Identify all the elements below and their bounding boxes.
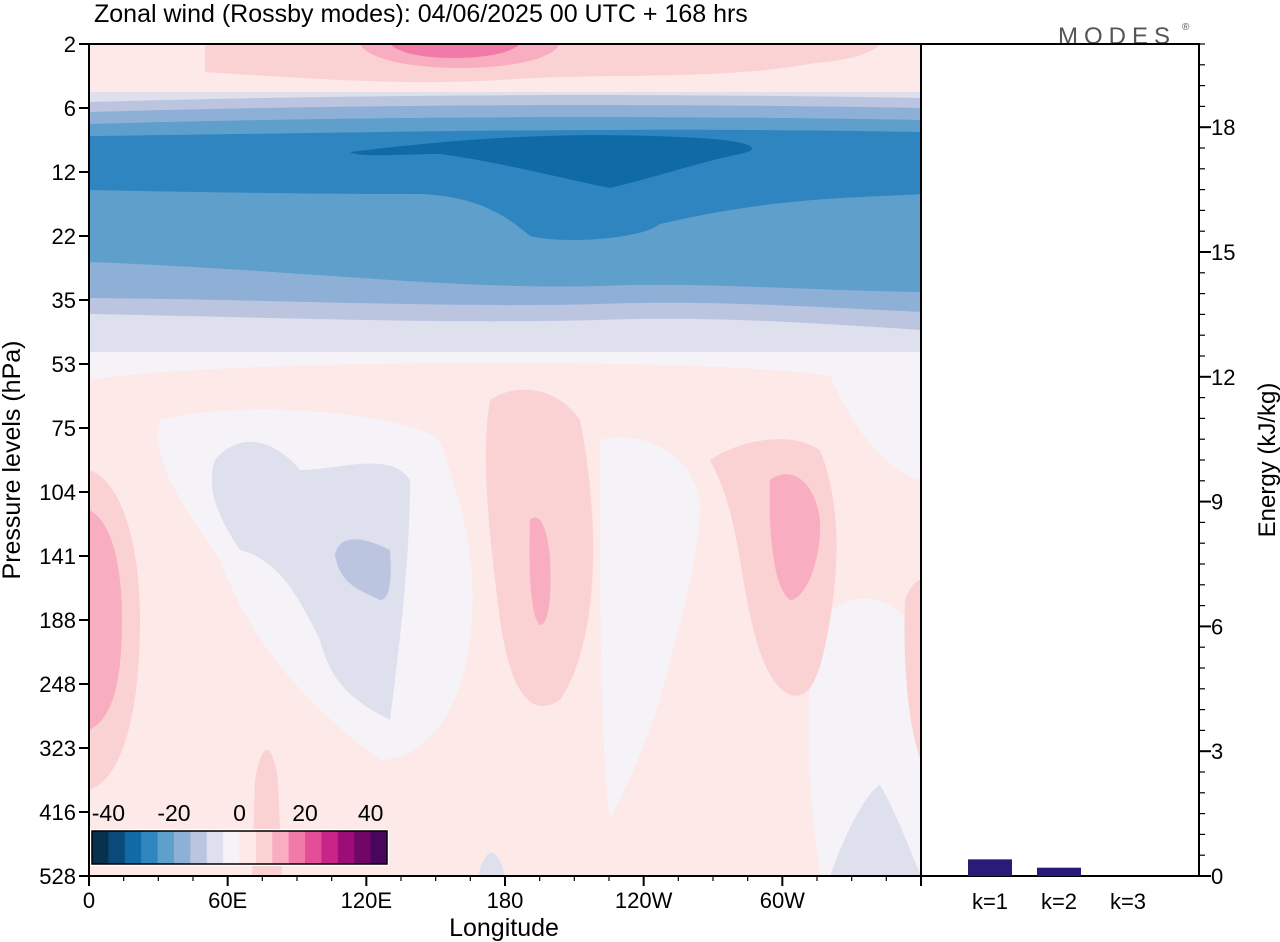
heatmap-y-tick-label: 12 [52, 160, 76, 185]
colorbar-swatch [173, 831, 191, 864]
colorbar-swatch [272, 831, 290, 864]
energy-x-tick-label: k=1 [972, 889, 1008, 914]
colorbar: -40 -20 0 20 40 [90, 800, 389, 866]
colorbar-frame [91, 830, 388, 865]
energy-panel-frame [920, 43, 1200, 877]
energy-y-tick-label: 0 [1211, 864, 1223, 889]
colorbar-swatch [370, 831, 388, 864]
contour-trop-neutral-3 [808, 598, 921, 876]
energy-bar [968, 859, 1012, 876]
heatmap-y-tick-label: 248 [39, 672, 76, 697]
colorbar-swatch [223, 831, 240, 864]
colorbar-swatch [305, 831, 322, 864]
heatmap-y-tick-label: 22 [52, 224, 76, 249]
colorbar-swatch [321, 831, 339, 864]
heatmap-y-tick-label: 528 [39, 864, 76, 889]
contour-pos-west-2 [89, 510, 122, 730]
heatmap-y-axis: 2 6 12 22 35 53 75 104 141 188 248 323 416 528 [39, 32, 89, 889]
energy-y-tick-label: 18 [1211, 115, 1235, 140]
energy-bar [1037, 867, 1081, 876]
colorbar-swatch [354, 831, 372, 864]
chart-title: Zonal wind (Rossby modes): 04/06/2025 00… [94, 0, 748, 28]
contour-upper-pink-3 [390, 44, 520, 58]
colorbar-swatch [157, 831, 175, 864]
colorbar-swatch [206, 831, 224, 864]
energy-x-tick-label: k=3 [1110, 889, 1146, 914]
colorbar-tick-label: -40 [92, 800, 125, 826]
contour-trop-neg-1 [211, 441, 410, 720]
energy-bars [968, 859, 1081, 876]
contour-upper-pink-4 [700, 44, 880, 65]
heatmap-x-tick-label: 120E [341, 888, 392, 913]
heatmap-y-tick-label: 188 [39, 608, 76, 633]
contour-trop-neg-3 [830, 785, 921, 876]
heatmap-x-tick-label: 120W [615, 888, 673, 913]
colorbar-tick-label: 0 [233, 800, 246, 826]
heatmap-x-axis-label: Longitude [449, 914, 559, 942]
energy-y-tick-label: 3 [1211, 739, 1223, 764]
colorbar-swatch [124, 831, 142, 864]
brand-registered-mark: ® [1182, 22, 1190, 33]
contour-pos-edge [904, 580, 921, 760]
heatmap-y-tick-label: 6 [64, 96, 76, 121]
energy-x-axis: k=1 k=2 k=3 [972, 889, 1146, 914]
contour-band-minus-35 [350, 135, 752, 188]
heatmap-field [89, 44, 921, 876]
colorbar-tick-label: -20 [157, 800, 190, 826]
colorbar-swatch [288, 831, 306, 864]
energy-bar-panel: 0 3 6 9 12 15 18 k=1 k=2 k=3 Energy (kJ/kg) [920, 43, 1280, 914]
energy-y-tick-label: 12 [1211, 365, 1235, 390]
heatmap-plot: 2 6 12 22 35 53 75 104 141 188 248 323 416 528 0 60E 12… [0, 32, 922, 942]
colorbar-swatch [239, 831, 257, 864]
heatmap-y-tick-label: 75 [52, 416, 76, 441]
energy-y-tick-label: 9 [1211, 490, 1223, 515]
contour-pos-central-2 [529, 517, 551, 625]
colorbar-swatch [255, 831, 273, 864]
colorbar-swatch [92, 831, 109, 864]
heatmap-y-tick-label: 141 [39, 544, 76, 569]
contour-trop-neg-4 [478, 852, 505, 876]
heatmap-x-tick-label: 60W [760, 888, 805, 913]
colorbar-swatch [141, 831, 159, 864]
heatmap-x-tick-label: 60E [208, 888, 247, 913]
energy-y-axis-label: Energy (kJ/kg) [1254, 383, 1280, 538]
colorbar-swatch [108, 831, 126, 864]
colorbar-swatch [190, 831, 208, 864]
heatmap-x-tick-label: 180 [487, 888, 524, 913]
heatmap-y-tick-label: 104 [39, 480, 76, 505]
heatmap-y-tick-label: 53 [52, 352, 76, 377]
energy-y-tick-label: 15 [1211, 240, 1235, 265]
colorbar-tick-label: 40 [358, 800, 384, 826]
energy-y-tick-label: 6 [1211, 614, 1223, 639]
heatmap-x-tick-label: 0 [83, 888, 95, 913]
heatmap-y-tick-label: 416 [39, 800, 76, 825]
colorbar-tick-label: 20 [292, 800, 318, 826]
heatmap-y-tick-label: 2 [64, 32, 76, 57]
heatmap-y-axis-label: Pressure levels (hPa) [0, 341, 26, 580]
heatmap-y-tick-label: 35 [52, 288, 76, 313]
colorbar-swatch [337, 831, 355, 864]
heatmap-x-axis: 0 60E 120E 180 120W 60W [83, 876, 922, 913]
contour-trop-neutral-2 [600, 437, 700, 820]
energy-y-axis: 0 3 6 9 12 15 18 [1199, 43, 1235, 889]
heatmap-y-tick-label: 323 [39, 736, 76, 761]
contour-trop-neg-2 [335, 539, 391, 600]
contour-pos-east-2 [769, 474, 821, 600]
energy-x-tick-label: k=2 [1041, 889, 1077, 914]
